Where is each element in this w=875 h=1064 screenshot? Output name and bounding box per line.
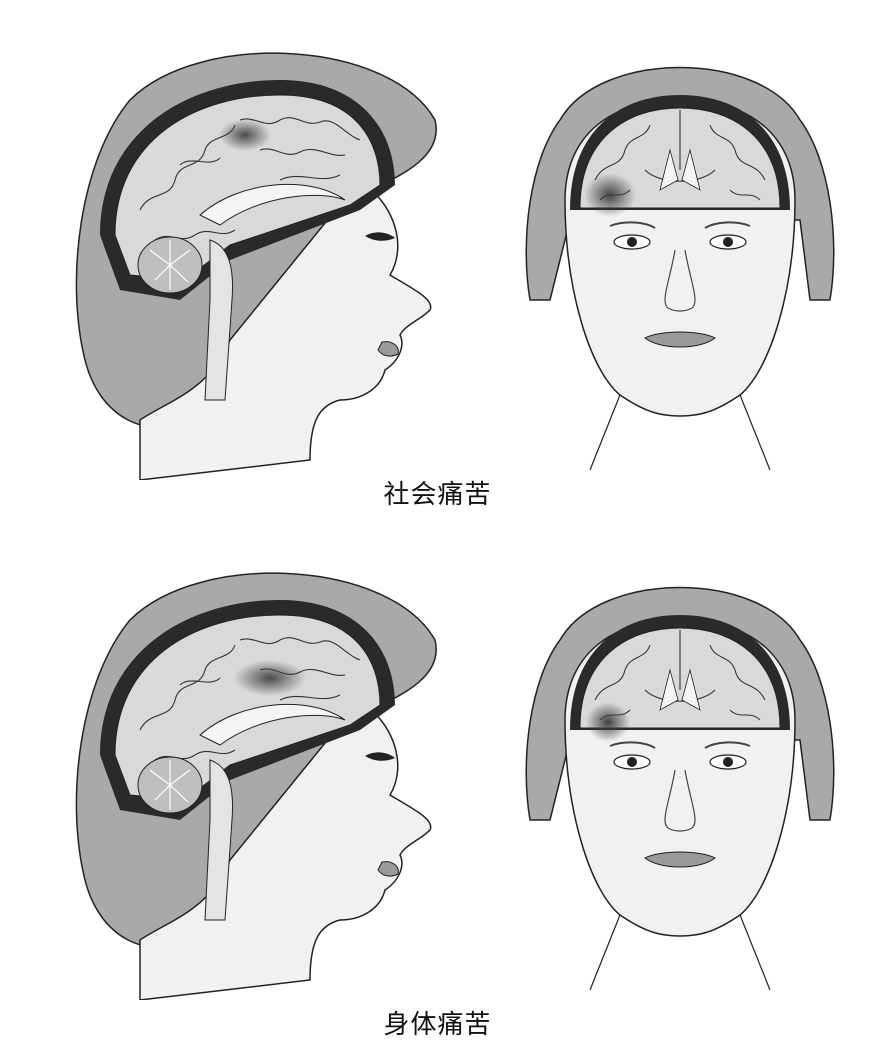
activation-dacc — [234, 660, 306, 696]
lips-shape — [377, 861, 399, 877]
left-brow — [609, 741, 656, 749]
brainstem-shape — [204, 759, 234, 921]
left-pupil — [627, 757, 637, 767]
activation-insula — [586, 702, 630, 742]
left-pupil — [627, 237, 637, 247]
brainstem-shape — [204, 239, 234, 401]
neck-lines — [589, 394, 771, 471]
gyri-lines — [139, 117, 361, 241]
neck-lines — [589, 914, 771, 991]
corpus-callosum — [199, 703, 346, 746]
lips-shape — [644, 851, 716, 868]
activation-dacc — [219, 119, 271, 151]
right-brow — [704, 741, 751, 749]
left-brow — [609, 221, 656, 229]
right-brow — [704, 221, 751, 229]
sagittal-view-social — [60, 40, 460, 480]
nose-shape — [664, 249, 696, 312]
coronal-view-physical — [510, 560, 850, 1000]
brain-shape — [114, 614, 381, 801]
sagittal-view-physical — [60, 560, 460, 1000]
corpus-callosum — [199, 183, 346, 226]
ventricles-shape — [659, 668, 701, 711]
nose-shape — [664, 769, 696, 832]
cerebellum-arbor — [149, 240, 191, 290]
coronal-view-social — [510, 40, 850, 480]
caption-social-pain: 社会痛苦 — [383, 480, 492, 510]
eye-shape — [365, 752, 395, 761]
lips-shape — [644, 331, 716, 348]
lips-shape — [377, 341, 399, 357]
right-pupil — [723, 237, 733, 247]
face-shape — [139, 698, 432, 1000]
right-pupil — [723, 757, 733, 767]
caption-physical-pain: 身体痛苦 — [383, 1010, 492, 1040]
brain-shape — [114, 94, 381, 281]
face-shape — [139, 178, 432, 480]
activation-insula — [584, 173, 636, 217]
ventricles-shape — [659, 148, 701, 191]
eye-shape — [365, 232, 395, 241]
cerebellum-arbor — [149, 760, 191, 810]
